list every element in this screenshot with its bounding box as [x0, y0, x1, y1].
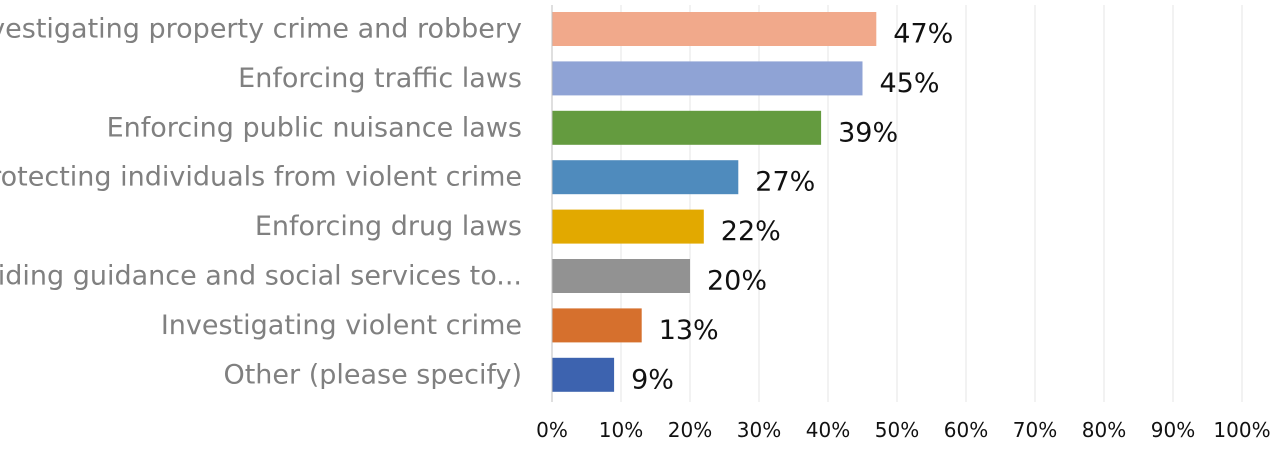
x-tick-label: 90%	[1151, 418, 1195, 442]
bar-8	[552, 357, 615, 392]
bars	[552, 12, 877, 392]
category-label: Other (please specify)	[223, 359, 522, 390]
category-labels: Investigating property crime and robbery…	[0, 14, 522, 391]
data-labels: 47% 45% 39% 27% 22% 20% 13% 9%	[631, 19, 953, 396]
bar-7	[552, 308, 642, 343]
data-label: 47%	[893, 19, 953, 50]
data-label: 27%	[755, 167, 815, 198]
bar-1	[552, 12, 877, 46]
x-tick-label: 0%	[536, 418, 568, 442]
category-label: Investigating property crime and robbery	[0, 14, 522, 45]
x-tick-label: 20%	[668, 418, 712, 442]
data-label: 20%	[707, 266, 767, 297]
category-label: Enforcing drug laws	[255, 211, 522, 242]
bar-2	[552, 61, 863, 96]
bar-5	[552, 209, 704, 244]
x-tick-label: 70%	[1013, 418, 1057, 442]
data-label: 9%	[631, 364, 674, 395]
category-label: Providing guidance and social services t…	[0, 261, 522, 292]
x-tick-label: 10%	[599, 418, 643, 442]
category-label: Enforcing traffic laws	[238, 63, 522, 94]
x-tick-label: 40%	[806, 418, 850, 442]
x-tick-label: 60%	[944, 418, 988, 442]
data-label: 13%	[659, 315, 719, 346]
bar-3	[552, 110, 822, 145]
category-label: Enforcing public nuisance laws	[107, 112, 522, 143]
x-tick-labels: 0% 10% 20% 30% 40% 50% 60% 70% 80% 90% 100%	[536, 418, 1270, 442]
category-label: Investigating violent crime	[161, 310, 522, 341]
x-tick-label: 30%	[737, 418, 781, 442]
x-tick-label: 100%	[1213, 418, 1270, 442]
category-label: Protecting individuals from violent crim…	[0, 162, 522, 193]
data-label: 22%	[721, 216, 781, 247]
x-tick-label: 50%	[875, 418, 919, 442]
data-label: 39%	[838, 117, 898, 148]
bar-4	[552, 160, 739, 195]
x-tick-label: 80%	[1082, 418, 1126, 442]
bar-6	[552, 259, 690, 293]
data-label: 45%	[880, 68, 940, 99]
